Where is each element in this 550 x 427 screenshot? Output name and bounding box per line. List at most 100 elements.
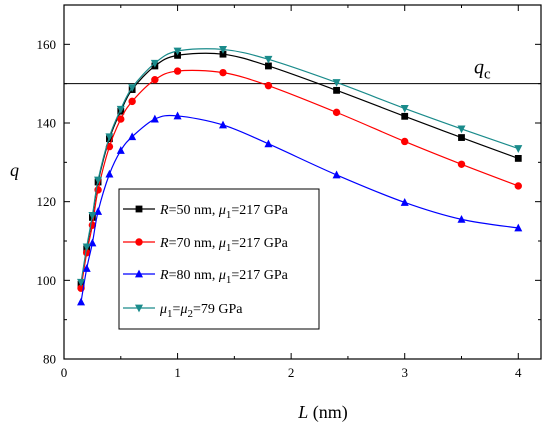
data-point — [82, 264, 91, 272]
data-point — [401, 137, 409, 146]
x-axis-label: L (nm) — [297, 402, 348, 423]
data-point — [458, 134, 465, 141]
legend-label-part: =50 nm, — [169, 203, 219, 218]
legend-label: μ1=μ2=79 GPa — [159, 302, 243, 320]
data-point — [219, 68, 227, 77]
legend-label-part: =80 nm, — [169, 268, 219, 283]
data-point — [128, 97, 136, 106]
x-axis-label-var: L — [297, 402, 308, 422]
data-point — [94, 176, 103, 185]
legend-label-part: 2 — [187, 308, 193, 320]
legend-label: R=80 nm, μ1=217 GPa — [159, 268, 289, 286]
data-point — [514, 223, 523, 232]
data-point — [400, 198, 409, 206]
data-point — [173, 111, 182, 120]
y-tick-label: 140 — [37, 116, 57, 131]
reference-line-group: qc — [64, 57, 541, 85]
legend-label-part: 1 — [226, 242, 232, 254]
x-tick-label: 2 — [288, 365, 295, 380]
data-point — [457, 160, 466, 168]
legend-marker — [135, 304, 143, 313]
legend-label-part: R — [159, 203, 169, 218]
data-point — [82, 243, 91, 252]
data-point — [116, 105, 125, 114]
series-3 — [77, 111, 523, 306]
legend-label-part: 1 — [226, 274, 232, 286]
data-point — [173, 67, 182, 75]
data-point — [332, 170, 341, 179]
legend-label-part: 1 — [226, 209, 232, 221]
plot-area-border — [63, 4, 542, 360]
data-point — [151, 76, 159, 84]
x-axis-label-unit: (nm) — [308, 402, 348, 423]
legend-label-part: μ — [218, 268, 226, 283]
series-group — [77, 46, 523, 306]
legend-label-part: μ — [179, 302, 187, 317]
y-axis-label: q — [10, 160, 19, 180]
y-tick-label: 80 — [43, 352, 56, 367]
data-point — [219, 46, 227, 54]
data-point — [457, 214, 466, 223]
data-point — [264, 55, 273, 64]
legend-label-part: =70 nm, — [169, 236, 219, 251]
data-point — [332, 108, 341, 117]
legend-label: R=70 nm, μ1=217 GPa — [159, 236, 289, 254]
data-point — [514, 182, 522, 190]
legend-label-part: =217 GPa — [231, 203, 288, 218]
y-tick-label: 100 — [37, 273, 57, 288]
legend-box — [118, 188, 320, 330]
legend-label-part: μ — [218, 236, 226, 251]
x-tick-label: 0 — [61, 365, 68, 380]
y-tick-label: 160 — [37, 37, 57, 52]
critical-q-label-sub: c — [484, 67, 491, 83]
data-point — [128, 84, 137, 92]
legend-label-part: = — [173, 302, 181, 317]
data-point — [116, 146, 125, 154]
plot-frame — [63, 4, 542, 360]
data-point — [514, 145, 523, 153]
axis-ticks: 0 1 2 3 4 80 100 120 140 160 — [37, 4, 541, 380]
y-tick-label: 120 — [37, 194, 57, 209]
legend-entry-4: μ1=μ2=79 GPa — [123, 302, 243, 320]
legend-label-part: μ — [159, 302, 167, 317]
series-4 — [77, 46, 523, 287]
data-point — [514, 155, 522, 162]
data-point — [219, 120, 227, 129]
data-point — [117, 115, 125, 123]
legend-marker — [135, 205, 143, 213]
data-point — [333, 86, 340, 94]
legend-label-part: =79 GPa — [193, 302, 243, 317]
legend-entry-1: R=50 nm, μ1=217 GPa — [123, 203, 289, 221]
legend-label: R=50 nm, μ1=217 GPa — [159, 203, 289, 221]
data-point — [401, 112, 409, 120]
legend-marker — [135, 269, 143, 278]
critical-q-label-main: q — [474, 57, 484, 79]
legend-label-part: =217 GPa — [231, 268, 288, 283]
legend-entry-3: R=80 nm, μ1=217 GPa — [123, 268, 289, 286]
x-tick-label: 1 — [174, 365, 181, 380]
data-point — [264, 81, 273, 90]
legend-label-part: 1 — [167, 308, 173, 320]
data-point — [150, 114, 159, 123]
legend-entry-2: R=70 nm, μ1=217 GPa — [123, 236, 289, 254]
legend-label-part: μ — [218, 203, 226, 218]
data-point — [265, 62, 272, 70]
data-point — [77, 278, 86, 287]
data-point — [400, 105, 409, 113]
data-point — [264, 139, 273, 148]
data-point — [332, 79, 341, 87]
data-point — [150, 59, 159, 68]
data-point — [457, 125, 466, 134]
x-tick-label: 3 — [401, 365, 408, 380]
data-point — [128, 132, 137, 141]
data-point — [94, 207, 103, 215]
legend-label-part: R — [159, 236, 169, 251]
data-point — [173, 47, 182, 56]
legend-label-part: R — [159, 268, 169, 283]
axis-labels: q L (nm) — [10, 160, 348, 423]
data-point — [105, 169, 114, 178]
data-point — [105, 133, 114, 142]
data-point — [88, 238, 97, 247]
